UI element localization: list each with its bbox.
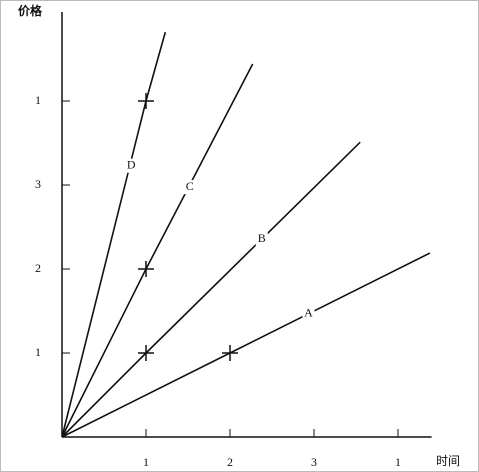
x-tick-label: 1 <box>395 455 401 469</box>
label-gap <box>255 232 268 247</box>
x-tick-label: 2 <box>227 455 233 469</box>
series-label: B <box>258 231 266 245</box>
y-axis-label: 价格 <box>18 3 43 18</box>
series-label: D <box>127 157 136 171</box>
cross-marker <box>138 345 154 361</box>
x-axis-label: 时间 <box>436 454 460 468</box>
label-gap <box>302 306 315 321</box>
y-tick-label: 2 <box>35 261 41 275</box>
x-tick-label: 1 <box>143 455 149 469</box>
cross-marker <box>138 261 154 277</box>
x-tick-label: 3 <box>311 455 317 469</box>
y-tick-label: 3 <box>35 177 41 191</box>
y-tick-label: 1 <box>35 93 41 107</box>
label-gap <box>183 180 196 195</box>
series-label: C <box>186 179 194 193</box>
series-label: A <box>304 305 313 319</box>
y-tick-label: 1 <box>35 345 41 359</box>
cross-marker <box>138 93 154 109</box>
cross-marker <box>222 345 238 361</box>
label-gap <box>125 158 138 173</box>
